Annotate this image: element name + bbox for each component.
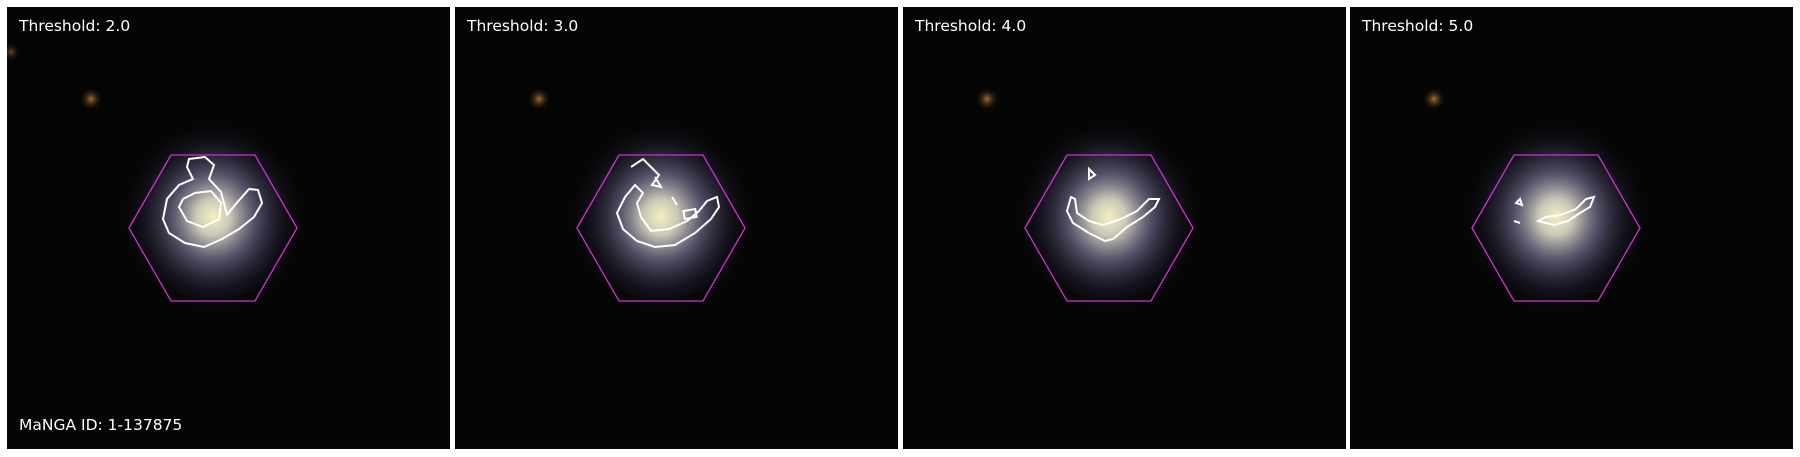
contour-line <box>682 207 698 221</box>
contour-line <box>671 196 678 206</box>
contour-line <box>1513 220 1521 224</box>
galaxy <box>1461 117 1651 317</box>
contour-line <box>1535 195 1596 227</box>
contour-line <box>1514 197 1524 207</box>
panel-threshold-3: Threshold: 3.0 <box>455 7 898 449</box>
galaxy <box>118 117 308 317</box>
contour-line <box>1088 166 1097 181</box>
ifu-hexagon <box>128 154 298 302</box>
contour-line <box>615 157 721 249</box>
contour-line <box>161 155 264 249</box>
galaxy-image <box>1350 7 1793 449</box>
panel-threshold-2: Threshold: 2.0 MaNGA ID: 1-137875 <box>7 7 450 449</box>
background-source <box>1422 87 1446 111</box>
galaxy <box>566 117 756 317</box>
galaxy-image <box>7 7 450 449</box>
ifu-hexagon <box>576 154 746 302</box>
background-source <box>527 87 551 111</box>
ifu-hexagon <box>1471 154 1641 302</box>
panel-threshold-5: Threshold: 5.0 <box>1350 7 1793 449</box>
background-source <box>975 87 999 111</box>
background-source <box>79 87 103 111</box>
manga-id-label: MaNGA ID: 1-137875 <box>19 416 183 434</box>
galaxy-image <box>903 7 1346 449</box>
ifu-hexagon <box>1024 154 1194 302</box>
contour-line <box>1065 195 1161 243</box>
threshold-label: Threshold: 5.0 <box>1362 17 1474 35</box>
galaxy-image <box>455 7 898 449</box>
threshold-label: Threshold: 4.0 <box>915 17 1027 35</box>
threshold-label: Threshold: 3.0 <box>467 17 579 35</box>
panel-threshold-4: Threshold: 4.0 <box>903 7 1346 449</box>
galaxy <box>1014 117 1204 317</box>
threshold-label: Threshold: 2.0 <box>19 17 131 35</box>
